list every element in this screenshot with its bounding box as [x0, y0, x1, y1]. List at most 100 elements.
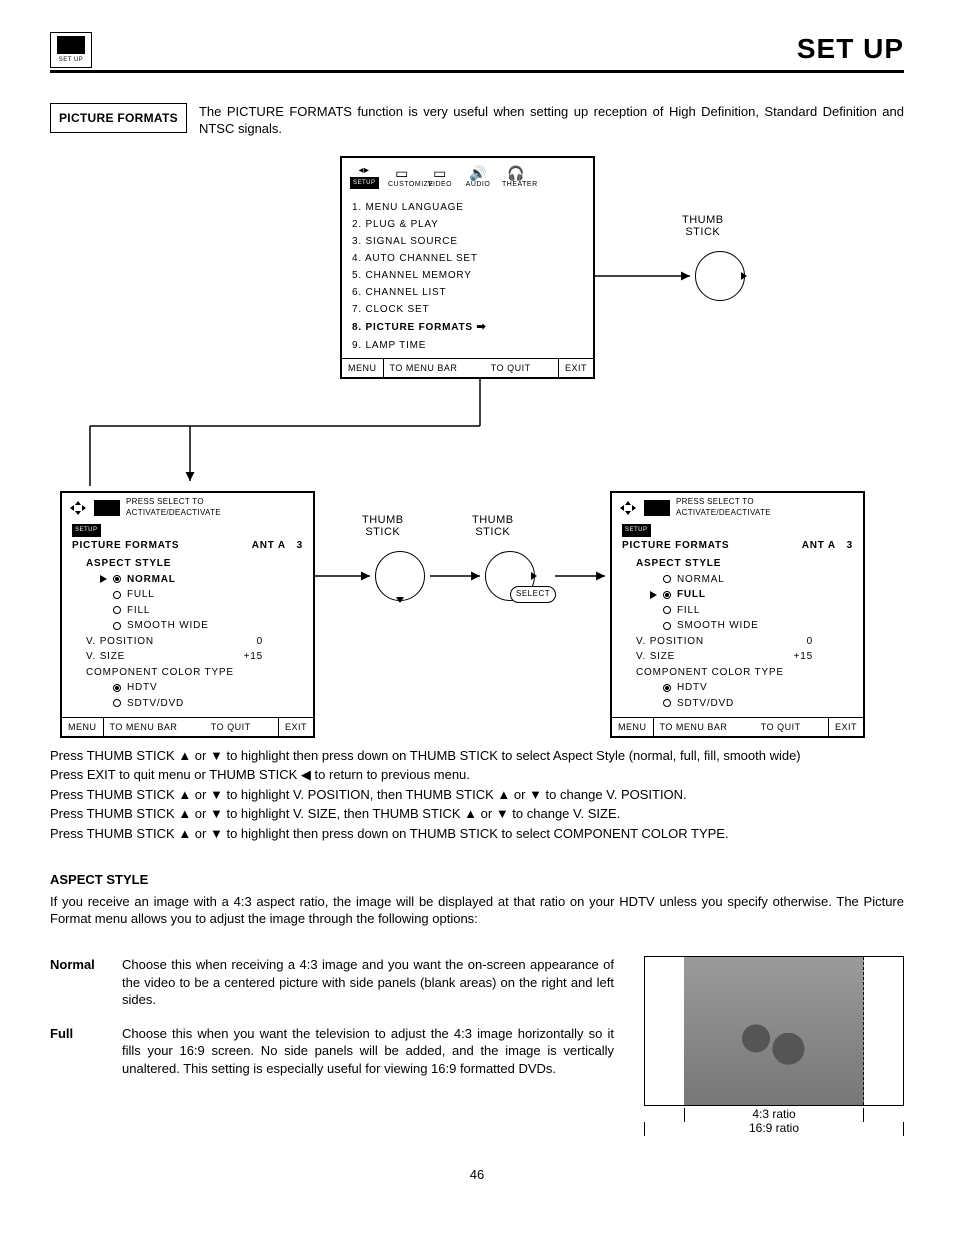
section-label: PICTURE FORMATS [50, 103, 187, 133]
instruction-line: Press EXIT to quit menu or THUMB STICK ◀… [50, 765, 904, 785]
instruction-line: Press THUMB STICK ▲ or ▼ to highlight V.… [50, 804, 904, 824]
tv-screen-icon [57, 36, 85, 54]
cct-label: COMPONENT COLOR TYPE [72, 665, 303, 681]
menu-icon-row: ◂▸ SETUP ▭CUSTOMIZE ▭VIDEO 🔊AUDIO 🎧THEAT… [342, 158, 593, 194]
footer-tobar: TO MENU BAR [384, 359, 464, 377]
main-menu-box: ◂▸ SETUP ▭CUSTOMIZE ▭VIDEO 🔊AUDIO 🎧THEAT… [340, 156, 595, 379]
footer-toquit: TO QUIT [183, 718, 278, 736]
radio-icon [663, 606, 671, 614]
submenu-hint: PRESS SELECT TO ACTIVATE/DEACTIVATE [126, 497, 221, 519]
vsize-row: V. SIZE+15 [622, 649, 853, 665]
page-title: SET UP [797, 30, 904, 68]
arrow-right-icon: ➡ [476, 321, 486, 333]
option-normal: NORMAL [72, 572, 303, 588]
option-desc: Choose this when receiving a 4:3 image a… [122, 956, 614, 1009]
thumbstick-icon [695, 251, 745, 301]
radio-selected-icon [113, 684, 121, 692]
aspect-intro: If you receive an image with a 4:3 aspec… [50, 893, 904, 928]
vposition-row: V. POSITION0 [622, 634, 853, 650]
submenu-header: PRESS SELECT TO ACTIVATE/DEACTIVATE [612, 493, 863, 523]
option-full: FULL [622, 587, 853, 603]
submenu-footer: MENU TO MENU BAR TO QUIT EXIT [612, 717, 863, 736]
cct-sdtv: SDTV/DVD [72, 696, 303, 712]
setup-badge: SETUP [72, 524, 101, 536]
ratio-side-panel [863, 957, 903, 1105]
thumbstick-icon [375, 551, 425, 601]
menu-item: 9. LAMP TIME [352, 337, 583, 354]
submenu-header: PRESS SELECT TO ACTIVATE/DEACTIVATE [62, 493, 313, 523]
section-description: The PICTURE FORMATS function is very use… [199, 103, 904, 138]
menu-item-selected: 8. PICTURE FORMATS ➡ [352, 318, 583, 337]
option-normal: NORMAL [622, 572, 853, 588]
vposition-row: V. POSITION0 [72, 634, 303, 650]
vsize-row: V. SIZE+15 [72, 649, 303, 665]
submenu-left: PRESS SELECT TO ACTIVATE/DEACTIVATE SETU… [60, 491, 315, 738]
instruction-line: Press THUMB STICK ▲ or ▼ to highlight V.… [50, 785, 904, 805]
aspect-option-normal: Normal Choose this when receiving a 4:3 … [50, 956, 614, 1009]
video-tab-icon: ▭VIDEO [426, 166, 454, 189]
nav-arrows-icon [618, 500, 638, 516]
setup-tab-icon: ◂▸ SETUP [350, 164, 378, 190]
option-smooth-wide: SMOOTH WIDE [72, 618, 303, 634]
radio-selected-icon [663, 591, 671, 599]
menu-flow-diagram: ◂▸ SETUP ▭CUSTOMIZE ▭VIDEO 🔊AUDIO 🎧THEAT… [50, 156, 904, 726]
option-name: Normal [50, 956, 110, 1009]
tv-mini-icon [644, 500, 670, 516]
submenu-title-row: PICTURE FORMATS ANT A 3 [612, 537, 863, 555]
cct-label: COMPONENT COLOR TYPE [622, 665, 853, 681]
radio-icon [663, 575, 671, 583]
arrow-right-icon [100, 575, 107, 583]
option-fill: FILL [72, 603, 303, 619]
section-intro: PICTURE FORMATS The PICTURE FORMATS func… [50, 103, 904, 138]
footer-exit: EXIT [828, 718, 863, 736]
setup-badge: SETUP [622, 524, 651, 536]
page-number: 46 [50, 1166, 904, 1184]
aspect-options-row: Normal Choose this when receiving a 4:3 … [50, 956, 904, 1136]
menu-item: 5. CHANNEL MEMORY [352, 267, 583, 284]
aspect-options-list: Normal Choose this when receiving a 4:3 … [50, 956, 614, 1093]
footer-exit: EXIT [278, 718, 313, 736]
footer-menu: MENU [612, 718, 654, 736]
radio-icon [663, 699, 671, 707]
instruction-line: Press THUMB STICK ▲ or ▼ to highlight th… [50, 746, 904, 766]
radio-icon [113, 591, 121, 599]
thumbstick-label: THUMB STICK [472, 514, 514, 538]
aspect-style-label: ASPECT STYLE [72, 556, 303, 572]
tv-icon-label: SET UP [59, 56, 84, 64]
footer-menu: MENU [62, 718, 104, 736]
submenu-list: ASPECT STYLE NORMAL FULL FILL SMOOTH WID… [612, 554, 863, 717]
menu-item: 2. PLUG & PLAY [352, 216, 583, 233]
option-smooth-wide: SMOOTH WIDE [622, 618, 853, 634]
submenu-footer: MENU TO MENU BAR TO QUIT EXIT [62, 717, 313, 736]
option-fill: FILL [622, 603, 853, 619]
instruction-block: Press THUMB STICK ▲ or ▼ to highlight th… [50, 746, 904, 844]
theater-tab-icon: 🎧THEATER [502, 166, 530, 189]
aspect-ratio-figure: 4:3 ratio 16:9 ratio [644, 956, 904, 1136]
instruction-line: Press THUMB STICK ▲ or ▼ to highlight th… [50, 824, 904, 844]
radio-icon [113, 606, 121, 614]
main-menu-list: 1. MENU LANGUAGE 2. PLUG & PLAY 3. SIGNA… [342, 193, 593, 358]
radio-icon [113, 699, 121, 707]
submenu-title: PICTURE FORMATS [72, 539, 179, 553]
ratio-caption-outer: 16:9 ratio [749, 1120, 799, 1136]
option-full: FULL [72, 587, 303, 603]
audio-tab-icon: 🔊AUDIO [464, 166, 492, 189]
footer-exit: EXIT [558, 359, 593, 377]
thumbstick-label: THUMB STICK [362, 514, 404, 538]
arrow-right-icon [650, 591, 657, 599]
option-name: Full [50, 1025, 110, 1078]
submenu-list: ASPECT STYLE NORMAL FULL FILL SMOOTH WID… [62, 554, 313, 717]
aspect-heading: ASPECT STYLE [50, 871, 904, 889]
page-header: SET UP SET UP [50, 30, 904, 73]
menu-item: 4. AUTO CHANNEL SET [352, 250, 583, 267]
ratio-inner-image [684, 957, 864, 1105]
submenu-title: PICTURE FORMATS [622, 539, 729, 553]
select-badge: SELECT [510, 586, 556, 603]
submenu-title-row: PICTURE FORMATS ANT A 3 [62, 537, 313, 555]
setup-tv-icon: SET UP [50, 32, 92, 68]
menu-item: 1. MENU LANGUAGE [352, 199, 583, 216]
ratio-bracket-outer: 16:9 ratio [644, 1122, 904, 1136]
footer-toquit: TO QUIT [463, 359, 558, 377]
menu-footer: MENU TO MENU BAR TO QUIT EXIT [342, 358, 593, 377]
footer-menu: MENU [342, 359, 384, 377]
